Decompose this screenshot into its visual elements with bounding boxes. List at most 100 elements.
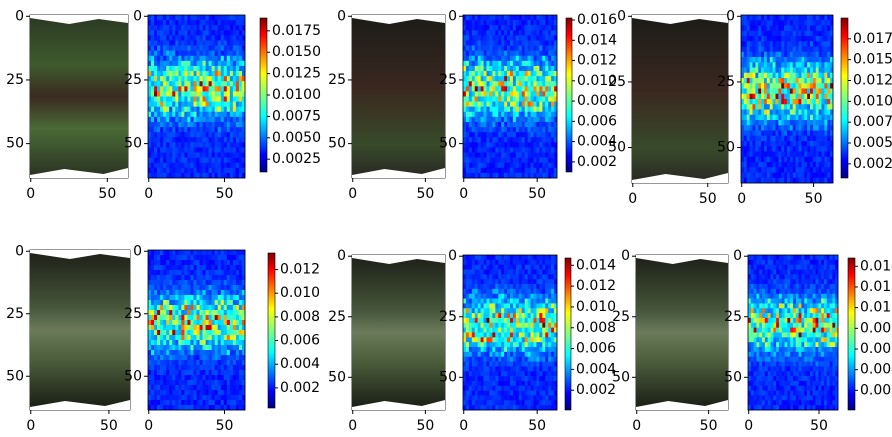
heat-cell [226,121,231,128]
heat-cell [533,25,537,31]
heat-cell [818,78,822,84]
heat-cell [807,36,811,42]
heat-cell [235,360,240,366]
heat-cell [241,310,246,316]
heat-cell [769,20,773,26]
heat-cell [527,293,531,299]
heat-cell [527,91,531,97]
heat-cell [202,65,206,72]
heat-cell [214,81,219,87]
heat-cell [148,400,152,406]
heat-cell [223,345,228,351]
heat-cell [752,146,756,152]
heat-cell [148,335,152,341]
heat-cell [208,260,212,266]
y-tick-label: 50 [439,136,457,152]
heat-cell [498,347,502,353]
heat-cell [226,280,231,286]
colorbar-tick-label: 0.0175 [853,31,892,47]
heat-cell [515,91,520,97]
heat-cell [548,157,552,164]
y-tick-label: 50 [608,140,626,156]
heat-cell [521,86,525,92]
heat-cell [226,60,231,67]
heat-cell [148,385,152,391]
heat-cell [178,365,182,371]
heat-cell [232,167,237,174]
heat-cell [521,81,525,87]
heat-cell [193,315,197,321]
heat-cell [501,322,505,328]
heat-cell [157,300,161,306]
heat-cell [501,106,505,113]
heat-cell [746,125,750,131]
heat-cell [193,390,197,396]
heat-cell [495,96,499,102]
heat-cell [465,327,470,333]
heat-cell [172,335,176,341]
heat-cell [542,342,546,348]
heat-cell [471,279,476,285]
heat-cell [202,320,206,326]
heat-cell [795,15,799,21]
heat-cell [821,20,825,26]
heat-cell [480,342,484,348]
heat-cell [235,290,240,296]
heat-cell [510,342,514,348]
heat-cell [154,137,158,143]
heat-cell [551,25,555,31]
heat-cell [504,147,508,153]
heat-cell [468,15,473,21]
heat-cell [804,151,808,158]
heat-cell [536,351,540,358]
heat-cell [518,351,523,358]
heat-cell [232,365,237,371]
heat-cell [226,15,231,21]
heat-cell [238,162,243,169]
heat-cell [223,260,228,266]
heat-cell [226,405,231,411]
heat-cell [752,109,756,116]
heat-cell [169,101,173,107]
heat-cell [208,60,212,67]
heat-cell [827,41,831,47]
heat-cell [205,365,209,371]
heat-cell [533,127,537,133]
heat-cell [492,127,496,133]
heat-cell [163,127,167,133]
heat-cell [175,400,179,406]
heat-cell [533,162,537,169]
heat-cell [465,76,470,82]
heat-cell [507,322,511,328]
heat-cell [498,86,502,92]
heat-cell [211,116,215,123]
heat-cell [154,255,158,261]
colorbar-tick-label: 0.004 [280,356,320,372]
heat-cell [827,93,831,100]
heat-cell [223,365,228,371]
heat-cell [812,125,817,131]
heat-cell [804,88,808,95]
heat-cell [211,295,215,301]
heat-cell [498,264,502,270]
heat-cell [755,67,759,74]
heat-cell [184,295,188,301]
heat-cell [554,96,558,102]
heat-cell [536,86,540,92]
heat-cell [202,275,206,281]
heat-cell [830,167,834,173]
heat-cell [501,167,505,174]
heat-cell [229,330,234,336]
heat-cell [551,313,555,319]
heat-cell [199,370,203,376]
heat-cell [787,99,791,105]
heat-cell [498,40,502,46]
heat-cell [235,355,240,361]
heat-cell [214,111,219,118]
heat-cell [474,322,478,328]
heat-cell [801,151,805,158]
heat-cell [214,315,219,321]
heat-cell [755,114,759,121]
heat-cell [468,356,473,362]
heat-cell [536,317,540,324]
